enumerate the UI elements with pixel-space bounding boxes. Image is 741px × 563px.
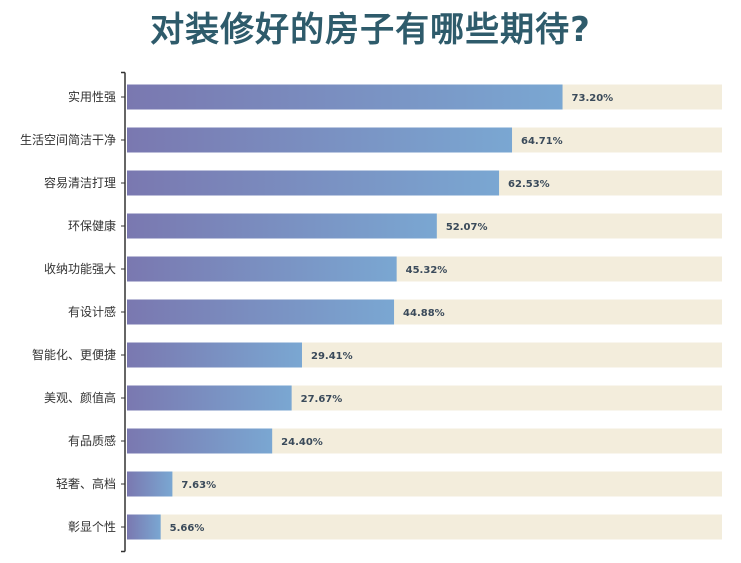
chart-title: 对装修好的房子有哪些期待? <box>150 10 591 50</box>
bar <box>127 170 500 196</box>
bar-track <box>127 514 722 540</box>
value-label: 52.07% <box>446 222 488 233</box>
bar <box>127 342 302 368</box>
category-label: 轻奢、高档 <box>56 476 116 491</box>
category-label: 彰显个性 <box>68 519 116 534</box>
value-label: 44.88% <box>403 308 445 319</box>
category-label: 实用性强 <box>68 89 116 104</box>
value-label: 73.20% <box>572 93 614 104</box>
bar <box>127 256 397 282</box>
category-label: 美观、颜值高 <box>44 390 116 405</box>
bar-track <box>127 471 722 497</box>
value-label: 24.40% <box>281 437 323 448</box>
value-label: 62.53% <box>508 179 550 190</box>
bar <box>127 471 173 497</box>
bar <box>127 385 292 411</box>
value-label: 29.41% <box>311 351 353 362</box>
value-label: 64.71% <box>521 136 563 147</box>
value-label: 7.63% <box>181 480 216 491</box>
category-label: 有设计感 <box>68 304 116 319</box>
bar <box>127 428 273 454</box>
category-label: 有品质感 <box>68 433 116 448</box>
bar <box>127 299 395 325</box>
category-label: 收纳功能强大 <box>44 262 116 276</box>
category-label: 生活空间简洁干净 <box>20 133 116 147</box>
bar <box>127 514 161 540</box>
bar <box>127 213 437 239</box>
value-label: 5.66% <box>170 523 205 534</box>
value-label: 27.67% <box>301 394 343 405</box>
category-label: 容易清洁打理 <box>44 175 116 190</box>
value-label: 45.32% <box>406 265 448 276</box>
bar <box>127 127 513 153</box>
bar <box>127 84 563 110</box>
category-label: 智能化、更便捷 <box>32 347 116 362</box>
category-label: 环保健康 <box>68 218 116 233</box>
